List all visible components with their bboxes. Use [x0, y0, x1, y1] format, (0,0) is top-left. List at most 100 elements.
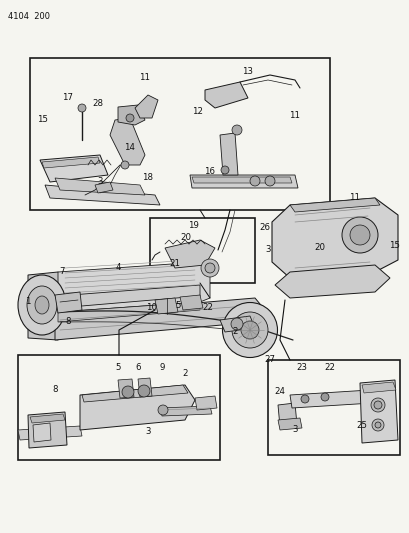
Polygon shape — [204, 82, 247, 108]
Text: 4: 4 — [115, 263, 121, 272]
Text: 25: 25 — [356, 421, 366, 430]
Polygon shape — [289, 390, 372, 408]
Ellipse shape — [240, 321, 258, 339]
Text: 14: 14 — [124, 143, 135, 152]
Text: 6: 6 — [135, 364, 140, 373]
Text: 4104  200: 4104 200 — [8, 12, 50, 21]
Circle shape — [349, 225, 369, 245]
Circle shape — [320, 393, 328, 401]
Text: 15: 15 — [37, 116, 48, 125]
Circle shape — [157, 405, 168, 415]
Text: 15: 15 — [389, 240, 400, 249]
Polygon shape — [277, 403, 296, 427]
Text: 23: 23 — [296, 364, 307, 373]
Polygon shape — [138, 378, 152, 397]
Circle shape — [231, 125, 241, 135]
Polygon shape — [45, 185, 160, 205]
Polygon shape — [195, 396, 216, 410]
Circle shape — [341, 217, 377, 253]
Polygon shape — [189, 175, 297, 188]
Polygon shape — [191, 177, 291, 183]
Polygon shape — [289, 198, 379, 212]
Polygon shape — [58, 302, 200, 322]
Polygon shape — [42, 157, 100, 168]
Polygon shape — [110, 118, 145, 165]
Text: 16: 16 — [204, 167, 215, 176]
Polygon shape — [55, 178, 145, 195]
Text: 22: 22 — [324, 364, 335, 373]
Ellipse shape — [27, 286, 57, 324]
Polygon shape — [18, 426, 82, 440]
Bar — [18, 355, 220, 460]
Polygon shape — [180, 295, 202, 310]
Text: 20: 20 — [180, 233, 191, 243]
Text: 8: 8 — [65, 318, 71, 327]
Circle shape — [200, 259, 218, 277]
Polygon shape — [55, 292, 82, 313]
Polygon shape — [40, 155, 108, 182]
Polygon shape — [361, 382, 395, 393]
Polygon shape — [80, 385, 195, 430]
Polygon shape — [118, 105, 145, 125]
Circle shape — [370, 398, 384, 412]
Text: 19: 19 — [187, 221, 198, 230]
Polygon shape — [95, 182, 113, 193]
Text: 3: 3 — [97, 177, 103, 187]
Text: 1: 1 — [25, 297, 31, 306]
Polygon shape — [220, 316, 254, 332]
Polygon shape — [135, 95, 157, 118]
Circle shape — [374, 422, 380, 428]
Text: 3: 3 — [265, 246, 270, 254]
Text: 7: 7 — [59, 268, 65, 277]
Text: 21: 21 — [169, 259, 180, 268]
Circle shape — [230, 318, 243, 330]
Text: 3: 3 — [292, 425, 297, 434]
Polygon shape — [33, 423, 51, 442]
Polygon shape — [155, 298, 178, 314]
Text: 11: 11 — [348, 193, 360, 203]
Text: 13: 13 — [242, 68, 253, 77]
Bar — [267, 360, 399, 455]
Text: 20: 20 — [314, 244, 325, 253]
Text: 27: 27 — [264, 356, 275, 365]
Text: 17: 17 — [62, 93, 73, 102]
Text: 10: 10 — [146, 303, 157, 312]
Circle shape — [138, 385, 150, 397]
Ellipse shape — [231, 312, 267, 348]
Circle shape — [121, 161, 129, 169]
Ellipse shape — [222, 303, 277, 358]
Polygon shape — [55, 298, 264, 340]
Ellipse shape — [35, 296, 49, 314]
Text: 3: 3 — [145, 427, 151, 437]
Text: 22: 22 — [202, 303, 213, 312]
Text: 9: 9 — [159, 364, 164, 373]
Circle shape — [264, 176, 274, 186]
Bar — [30, 58, 329, 210]
Polygon shape — [164, 240, 214, 268]
Text: 12: 12 — [192, 108, 203, 117]
Circle shape — [373, 401, 381, 409]
Polygon shape — [160, 406, 211, 416]
Polygon shape — [82, 385, 188, 402]
Ellipse shape — [18, 275, 66, 335]
Text: 24: 24 — [274, 387, 285, 397]
Polygon shape — [220, 133, 237, 175]
Polygon shape — [28, 412, 67, 448]
Circle shape — [300, 395, 308, 403]
Text: 5: 5 — [175, 301, 180, 310]
Text: 28: 28 — [92, 99, 103, 108]
Polygon shape — [271, 198, 397, 278]
Text: 18: 18 — [142, 174, 153, 182]
Text: 5: 5 — [115, 364, 121, 373]
Circle shape — [220, 166, 229, 174]
Polygon shape — [28, 272, 65, 340]
Text: 2: 2 — [182, 369, 187, 378]
Polygon shape — [58, 262, 209, 312]
Polygon shape — [359, 380, 397, 443]
Text: 11: 11 — [289, 110, 300, 119]
Circle shape — [126, 114, 134, 122]
Text: 26: 26 — [259, 223, 270, 232]
Polygon shape — [118, 379, 134, 398]
Polygon shape — [30, 414, 65, 423]
Circle shape — [122, 386, 134, 398]
